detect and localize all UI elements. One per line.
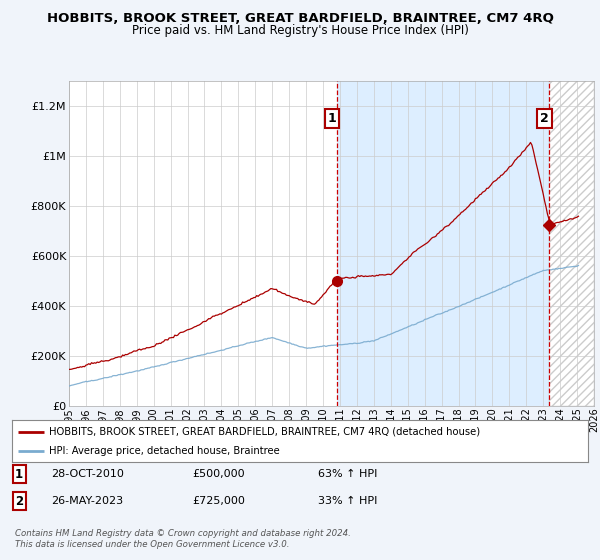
- Text: 63% ↑ HPI: 63% ↑ HPI: [318, 469, 377, 479]
- Text: 1: 1: [328, 112, 337, 125]
- Text: 1: 1: [15, 468, 23, 481]
- Text: £725,000: £725,000: [192, 496, 245, 506]
- Text: £500,000: £500,000: [192, 469, 245, 479]
- Bar: [337, 81, 550, 406]
- Text: HOBBITS, BROOK STREET, GREAT BARDFIELD, BRAINTREE, CM7 4RQ: HOBBITS, BROOK STREET, GREAT BARDFIELD, …: [47, 12, 553, 25]
- Text: Contains HM Land Registry data © Crown copyright and database right 2024.
This d: Contains HM Land Registry data © Crown c…: [15, 529, 351, 549]
- Text: HOBBITS, BROOK STREET, GREAT BARDFIELD, BRAINTREE, CM7 4RQ (detached house): HOBBITS, BROOK STREET, GREAT BARDFIELD, …: [49, 427, 481, 437]
- Text: 28-OCT-2010: 28-OCT-2010: [51, 469, 124, 479]
- Bar: [550, 81, 594, 406]
- Text: 2: 2: [540, 112, 549, 125]
- Text: HPI: Average price, detached house, Braintree: HPI: Average price, detached house, Brai…: [49, 446, 280, 456]
- Text: Price paid vs. HM Land Registry's House Price Index (HPI): Price paid vs. HM Land Registry's House …: [131, 24, 469, 36]
- Text: 2: 2: [15, 494, 23, 508]
- Text: 26-MAY-2023: 26-MAY-2023: [51, 496, 123, 506]
- Text: 33% ↑ HPI: 33% ↑ HPI: [318, 496, 377, 506]
